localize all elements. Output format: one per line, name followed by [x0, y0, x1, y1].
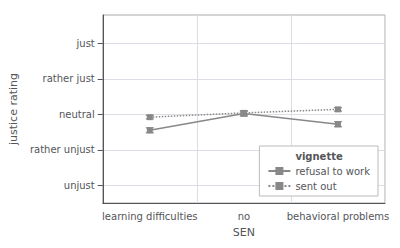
svg-text:rather unjust: rather unjust: [30, 144, 95, 155]
svg-text:rather just: rather just: [43, 73, 95, 84]
svg-text:justice rating: justice rating: [7, 73, 20, 146]
svg-text:sent out: sent out: [295, 181, 336, 192]
svg-text:refusal to work: refusal to work: [295, 166, 370, 177]
svg-text:unjust: unjust: [64, 180, 95, 191]
svg-text:just: just: [76, 38, 95, 49]
svg-text:no: no: [238, 211, 250, 222]
svg-text:learning difficulties: learning difficulties: [102, 211, 197, 222]
svg-text:vignette: vignette: [295, 151, 343, 162]
svg-text:SEN: SEN: [233, 226, 255, 239]
svg-text:behavioral problems: behavioral problems: [287, 211, 390, 222]
svg-text:neutral: neutral: [59, 109, 95, 120]
